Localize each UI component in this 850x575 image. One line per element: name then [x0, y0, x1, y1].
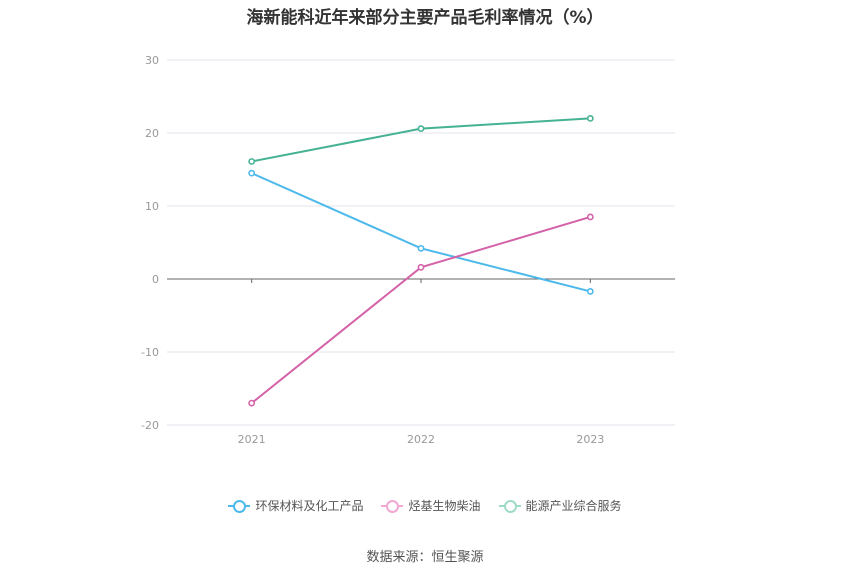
series-0: [248, 169, 594, 295]
legend: 环保材料及化工产品 烃基生物柴油 能源产业综合服务: [0, 497, 850, 514]
data-point[interactable]: [586, 288, 594, 295]
data-point[interactable]: [248, 169, 256, 177]
data-point[interactable]: [248, 158, 256, 165]
chart-title: 海新能科近年来部分主要产品毛利率情况（%）: [246, 8, 604, 28]
data-point[interactable]: [417, 125, 425, 133]
legend-marker-icon: [228, 499, 251, 513]
x-tick-label: 2021: [238, 433, 266, 446]
series-lines: [248, 115, 594, 407]
series-line: [251, 215, 591, 404]
y-axis-ticks: 30 20 10 0 -10 -20: [141, 54, 159, 432]
line-chart: 30 20 10 0 -10 -20 2021 2022 2023: [141, 54, 675, 446]
series-2: [248, 115, 594, 165]
legend-label: 烃基生物柴油: [408, 499, 481, 513]
legend-marker-icon: [381, 499, 404, 513]
y-tick-label: 30: [145, 54, 159, 67]
y-tick-label: 20: [145, 127, 159, 140]
x-tick-label: 2022: [407, 433, 435, 446]
y-tick-label: 10: [145, 200, 159, 213]
legend-item-biodiesel[interactable]: 烃基生物柴油: [381, 497, 481, 514]
series-1: [248, 213, 594, 407]
data-point[interactable]: [248, 399, 256, 407]
data-point[interactable]: [586, 213, 594, 221]
data-point[interactable]: [417, 263, 425, 271]
y-tick-label: -20: [141, 419, 159, 432]
y-tick-label: -10: [141, 346, 159, 359]
grid-lines: [167, 59, 675, 426]
data-point[interactable]: [586, 115, 594, 122]
x-tick-label: 2023: [576, 433, 604, 446]
source-note: 数据来源：恒生聚源: [366, 550, 484, 565]
legend-item-energy[interactable]: 能源产业综合服务: [498, 497, 622, 514]
data-point[interactable]: [417, 244, 425, 252]
y-tick-label: 0: [152, 273, 159, 286]
series-line: [251, 117, 591, 163]
legend-label: 环保材料及化工产品: [255, 499, 364, 513]
x-axis: 2021 2022 2023: [238, 279, 604, 446]
legend-marker-icon: [498, 499, 521, 513]
legend-label: 能源产业综合服务: [525, 499, 622, 513]
legend-item-env[interactable]: 环保材料及化工产品: [228, 497, 363, 514]
